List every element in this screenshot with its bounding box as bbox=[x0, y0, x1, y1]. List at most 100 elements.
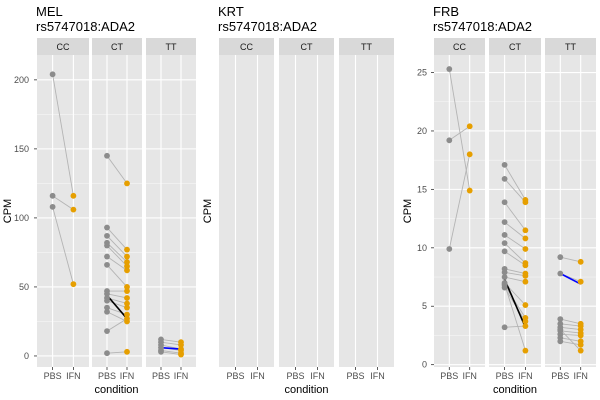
point-ifn bbox=[124, 348, 130, 355]
x-tick-label: IFN bbox=[370, 371, 385, 381]
x-tick-label: PBS bbox=[286, 371, 304, 381]
point-ifn bbox=[124, 304, 130, 311]
point-pbs bbox=[557, 270, 564, 277]
point-ifn bbox=[522, 323, 529, 330]
x-tick-label: PBS bbox=[226, 371, 244, 381]
point-ifn bbox=[124, 284, 130, 290]
point-pbs bbox=[557, 254, 564, 261]
x-tick-label: IFN bbox=[250, 371, 265, 381]
pair-line bbox=[106, 245, 128, 267]
x-tick-label: PBS bbox=[152, 371, 170, 381]
y-tick-label: 100 bbox=[14, 213, 29, 223]
point-ifn bbox=[522, 235, 529, 242]
pair-line bbox=[560, 256, 581, 263]
point-pbs bbox=[501, 232, 508, 238]
panel-background bbox=[339, 55, 394, 367]
pair-line bbox=[52, 74, 74, 196]
facet-panel-ct: CT PBS IFN bbox=[92, 38, 142, 381]
pair-line bbox=[448, 154, 471, 250]
facet-strip-label: TT bbox=[565, 42, 576, 52]
facet-panel-ct: CT PBS IFN bbox=[279, 38, 334, 381]
chart-title: FRB bbox=[433, 4, 459, 19]
x-tick-label: PBS bbox=[44, 371, 62, 381]
pair-line bbox=[106, 311, 128, 322]
x-tick-label: PBS bbox=[551, 371, 569, 381]
pair-line bbox=[106, 307, 128, 315]
panel-background bbox=[545, 55, 596, 367]
facet-strip-label: CT bbox=[509, 42, 521, 52]
point-ifn bbox=[577, 278, 584, 285]
point-pbs bbox=[104, 242, 110, 249]
point-pbs bbox=[104, 152, 110, 159]
pair-line bbox=[504, 250, 526, 266]
point-ifn bbox=[522, 227, 529, 234]
y-tick-label: 25 bbox=[417, 68, 427, 78]
pair-line bbox=[160, 351, 182, 356]
x-axis-label: condition bbox=[284, 384, 328, 396]
y-axis-label: CPM bbox=[202, 199, 214, 223]
pair-line bbox=[160, 341, 182, 346]
y-tick-label: 0 bbox=[24, 351, 29, 361]
y-tick-label: 150 bbox=[14, 144, 29, 154]
x-tick-label: IFN bbox=[462, 371, 477, 381]
x-tick-label: PBS bbox=[346, 371, 364, 381]
pair-line bbox=[160, 338, 182, 343]
point-ifn bbox=[124, 288, 130, 294]
chart-title: KRT bbox=[218, 4, 244, 19]
pair-line bbox=[560, 340, 581, 346]
point-ifn bbox=[522, 347, 529, 354]
point-pbs bbox=[501, 248, 508, 255]
point-pbs bbox=[49, 71, 56, 78]
point-ifn bbox=[124, 315, 130, 322]
pair-line bbox=[504, 242, 526, 264]
pair-line bbox=[504, 276, 526, 283]
point-pbs bbox=[501, 175, 508, 182]
pair-line bbox=[504, 325, 526, 328]
point-pbs bbox=[49, 192, 56, 199]
pair-line bbox=[106, 318, 128, 332]
facet-strip bbox=[434, 38, 485, 55]
point-ifn bbox=[522, 302, 529, 308]
facet-panel-cc: CC PBS IFN bbox=[434, 38, 485, 381]
point-ifn bbox=[70, 192, 77, 199]
point-pbs bbox=[501, 281, 508, 287]
point-ifn bbox=[70, 206, 77, 213]
facet-panel-cc: CC PBS IFN bbox=[219, 38, 274, 381]
point-ifn bbox=[124, 180, 130, 187]
y-axis-label: CPM bbox=[402, 199, 414, 223]
pair-line bbox=[106, 235, 128, 257]
point-ifn bbox=[124, 311, 130, 318]
point-pbs bbox=[104, 253, 110, 260]
x-tick-label: IFN bbox=[120, 371, 135, 381]
point-pbs bbox=[446, 137, 453, 144]
point-ifn bbox=[124, 246, 130, 253]
point-ifn bbox=[577, 332, 584, 339]
point-pbs bbox=[501, 324, 508, 331]
facet-panel-tt: TT PBS IFN bbox=[545, 38, 596, 381]
point-ifn bbox=[522, 272, 529, 279]
point-ifn bbox=[577, 341, 584, 348]
chart-subtitle: rs5747018:ADA2 bbox=[218, 19, 317, 34]
facet-strip-label: TT bbox=[166, 42, 177, 52]
pair-line bbox=[106, 256, 128, 271]
point-ifn bbox=[466, 123, 473, 130]
pair-line bbox=[559, 329, 582, 351]
point-pbs bbox=[104, 232, 110, 239]
point-pbs bbox=[104, 308, 110, 315]
pair-line bbox=[504, 268, 526, 274]
pair-line bbox=[504, 164, 526, 201]
x-axis-label: condition bbox=[493, 384, 537, 396]
pair-line bbox=[560, 323, 581, 327]
chart-title: MEL bbox=[36, 4, 63, 19]
panel-background bbox=[219, 55, 274, 367]
x-tick-label: IFN bbox=[310, 371, 325, 381]
facet-strip-label: CC bbox=[453, 42, 466, 52]
panel-background bbox=[146, 55, 196, 367]
panel-background bbox=[92, 55, 142, 367]
point-pbs bbox=[104, 224, 110, 231]
panel-background bbox=[37, 55, 89, 367]
point-pbs bbox=[104, 297, 110, 304]
